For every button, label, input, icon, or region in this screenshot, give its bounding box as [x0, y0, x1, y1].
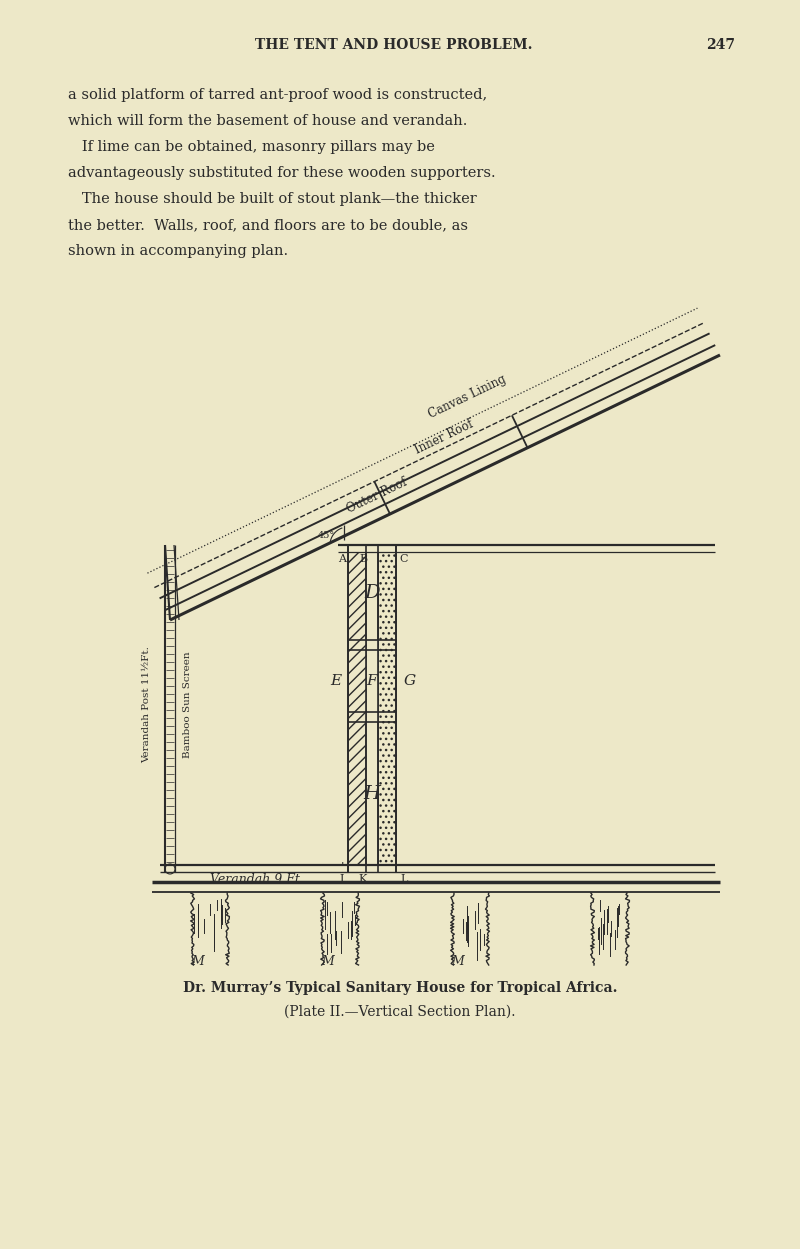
Text: The house should be built of stout plank—the thicker: The house should be built of stout plank… [68, 192, 477, 206]
Text: C: C [400, 555, 408, 565]
Text: advantageously substituted for these wooden supporters.: advantageously substituted for these woo… [68, 166, 496, 180]
Text: If lime can be obtained, masonry pillars may be: If lime can be obtained, masonry pillars… [68, 140, 435, 154]
Text: B: B [359, 555, 367, 565]
Text: L: L [400, 874, 408, 884]
Bar [348, 552, 366, 866]
Text: A: A [338, 555, 346, 565]
Text: 247: 247 [706, 37, 735, 52]
Text: the better.  Walls, roof, and floors are to be double, as: the better. Walls, roof, and floors are … [68, 219, 468, 232]
Text: M: M [192, 954, 204, 968]
Text: Bamboo Sun Screen: Bamboo Sun Screen [182, 652, 191, 758]
Text: (Plate II.—Vertical Section Plan).: (Plate II.—Vertical Section Plan). [284, 1005, 516, 1019]
Text: Canvas Lining: Canvas Lining [426, 372, 508, 421]
Text: E: E [330, 674, 342, 688]
Bar [378, 552, 396, 866]
Bar [366, 553, 378, 639]
Text: I: I [340, 874, 344, 884]
Text: M: M [322, 954, 334, 968]
Bar [366, 722, 378, 866]
Text: which will form the basement of house and verandah.: which will form the basement of house an… [68, 114, 467, 127]
Text: H: H [363, 784, 381, 803]
Text: Outer Roof: Outer Roof [345, 476, 410, 516]
Text: ': ' [340, 862, 344, 874]
Text: THE TENT AND HOUSE PROBLEM.: THE TENT AND HOUSE PROBLEM. [255, 37, 533, 52]
Text: Dr. Murray’s Typical Sanitary House for Tropical Africa.: Dr. Murray’s Typical Sanitary House for … [182, 980, 618, 995]
Text: 45°: 45° [318, 531, 334, 540]
Text: F: F [366, 674, 378, 688]
Text: shown in accompanying plan.: shown in accompanying plan. [68, 244, 288, 259]
Text: G: G [404, 674, 416, 688]
Text: M: M [452, 954, 464, 968]
Text: K: K [359, 874, 367, 884]
Text: D: D [364, 583, 380, 602]
Text: Inner Roof: Inner Roof [413, 417, 475, 457]
Text: a solid platform of tarred ant-proof wood is constructed,: a solid platform of tarred ant-proof woo… [68, 87, 487, 102]
Text: Verandah 9 Ft: Verandah 9 Ft [210, 873, 300, 886]
Text: Verandah Post 11½Ft.: Verandah Post 11½Ft. [142, 647, 151, 763]
